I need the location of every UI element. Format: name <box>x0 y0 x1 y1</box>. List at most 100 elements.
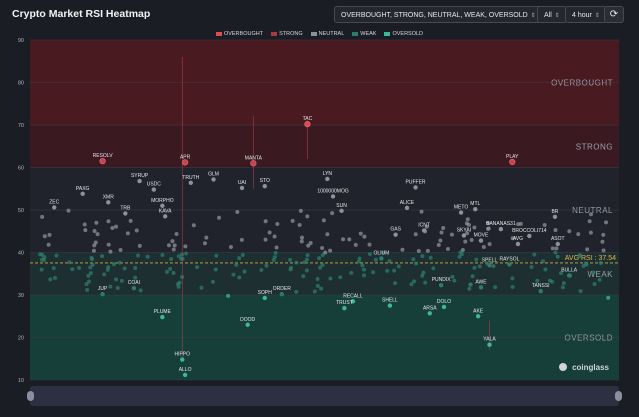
coin-dot <box>82 222 87 227</box>
coin-dot <box>481 244 486 249</box>
coin-dot <box>42 255 47 260</box>
legend-item-weak[interactable]: WEAK <box>352 31 376 37</box>
coin-dot <box>587 219 592 224</box>
coin-dot <box>100 254 105 259</box>
coin-dot <box>555 254 560 259</box>
coin-dot <box>288 267 293 272</box>
coin-dot <box>308 240 313 245</box>
coin-dot <box>118 248 123 253</box>
coin-point <box>162 214 168 219</box>
coin-point <box>527 233 532 239</box>
coin-dot <box>362 234 367 239</box>
coin-dot <box>166 243 171 248</box>
coin-point <box>350 299 356 304</box>
coin-point <box>387 303 393 308</box>
coin-dot <box>199 285 204 290</box>
coin-dot <box>361 267 366 272</box>
coin-dot <box>485 221 490 226</box>
legend-swatch <box>352 31 359 36</box>
coin-point <box>421 228 427 233</box>
range-handle-right[interactable] <box>615 391 622 401</box>
coin-dot <box>125 231 130 236</box>
refresh-button[interactable]: ⟳ <box>604 6 624 23</box>
coin-dot <box>486 226 491 231</box>
coin-dot <box>358 231 363 236</box>
coin-dot <box>305 214 310 219</box>
coin-dot <box>409 282 414 287</box>
coin-dot <box>133 266 138 271</box>
y-tick-label: 70 <box>18 123 24 129</box>
coin-dot <box>273 251 278 256</box>
coin-label: ZEC <box>49 199 59 205</box>
coin-dot <box>263 237 268 242</box>
coin-label: GLM <box>208 171 219 177</box>
coin-dot <box>85 287 90 292</box>
coin-dot <box>217 215 222 220</box>
coin-dot <box>204 235 209 240</box>
coin-dot <box>228 244 233 249</box>
coin-dot <box>92 229 97 234</box>
coin-dot <box>535 278 540 283</box>
coin-dot <box>518 221 523 226</box>
coin-point <box>458 210 464 215</box>
rsi-filter-select[interactable]: OVERBOUGHT, STRONG, NEUTRAL, WEAK, OVERS… <box>334 6 543 23</box>
coin-dot <box>89 255 94 260</box>
coin-point <box>160 203 165 208</box>
coin-label: RECALL <box>343 293 363 299</box>
coin-dot <box>87 279 92 284</box>
coin-dot <box>541 259 546 264</box>
coin-dot <box>304 257 309 262</box>
coin-dot <box>441 225 446 230</box>
coin-dot <box>560 285 565 290</box>
legend-item-oversold[interactable]: OVERSOLD <box>384 31 423 37</box>
coin-dot <box>606 295 611 300</box>
range-handle-left[interactable] <box>27 391 34 401</box>
legend-item-strong[interactable]: STRONG <box>271 31 303 37</box>
coin-dot <box>529 265 534 270</box>
coin-label: LYN <box>323 171 333 177</box>
coin-point <box>498 226 504 232</box>
legend-item-overbought[interactable]: OVERBOUGHT <box>215 31 263 37</box>
coin-dot <box>450 274 455 279</box>
watermark-logo: coinglass <box>572 363 609 372</box>
coin-point <box>151 187 156 192</box>
coin-point <box>80 191 85 197</box>
coin-dot <box>136 253 141 258</box>
coin-dot <box>567 229 572 234</box>
coin-dot <box>392 268 397 273</box>
coin-dot <box>413 232 418 237</box>
coin-dot <box>106 219 111 224</box>
coin-dot <box>419 209 424 214</box>
coin-label: RAYSOL <box>499 256 519 262</box>
coin-point <box>123 211 128 216</box>
coin-label: ORDER <box>273 286 291 292</box>
legend-label: NEUTRAL <box>318 31 345 37</box>
coin-dot <box>171 247 176 252</box>
coin-dot <box>439 230 444 235</box>
coin-dot <box>431 266 436 271</box>
coin-dot <box>591 270 596 275</box>
coin-dot <box>108 284 113 289</box>
coin-dot <box>77 265 82 270</box>
coin-dot <box>83 228 88 233</box>
coin-dot <box>493 285 498 290</box>
legend-item-neutral[interactable]: NEUTRAL <box>310 31 345 37</box>
coin-dot <box>213 267 218 272</box>
avg-rsi-label: AVG RSI : 37.54 <box>565 255 616 262</box>
coin-dot <box>274 245 279 250</box>
coin-point <box>99 158 106 165</box>
coin-dot <box>42 234 47 239</box>
coin-point <box>262 295 267 301</box>
y-tick-label: 10 <box>18 378 24 384</box>
coin-dot <box>323 250 328 255</box>
coin-dot <box>315 283 320 288</box>
coin-dot <box>264 263 269 268</box>
y-tick-label: 90 <box>18 38 24 44</box>
coin-point <box>180 357 185 362</box>
coin-dot <box>598 261 603 266</box>
coin-dot <box>554 246 559 251</box>
coin-dot <box>341 237 346 242</box>
scope-select[interactable]: All ⇕ <box>537 6 567 23</box>
coin-point <box>239 185 245 191</box>
chart-range-scrollbar[interactable] <box>27 386 622 406</box>
